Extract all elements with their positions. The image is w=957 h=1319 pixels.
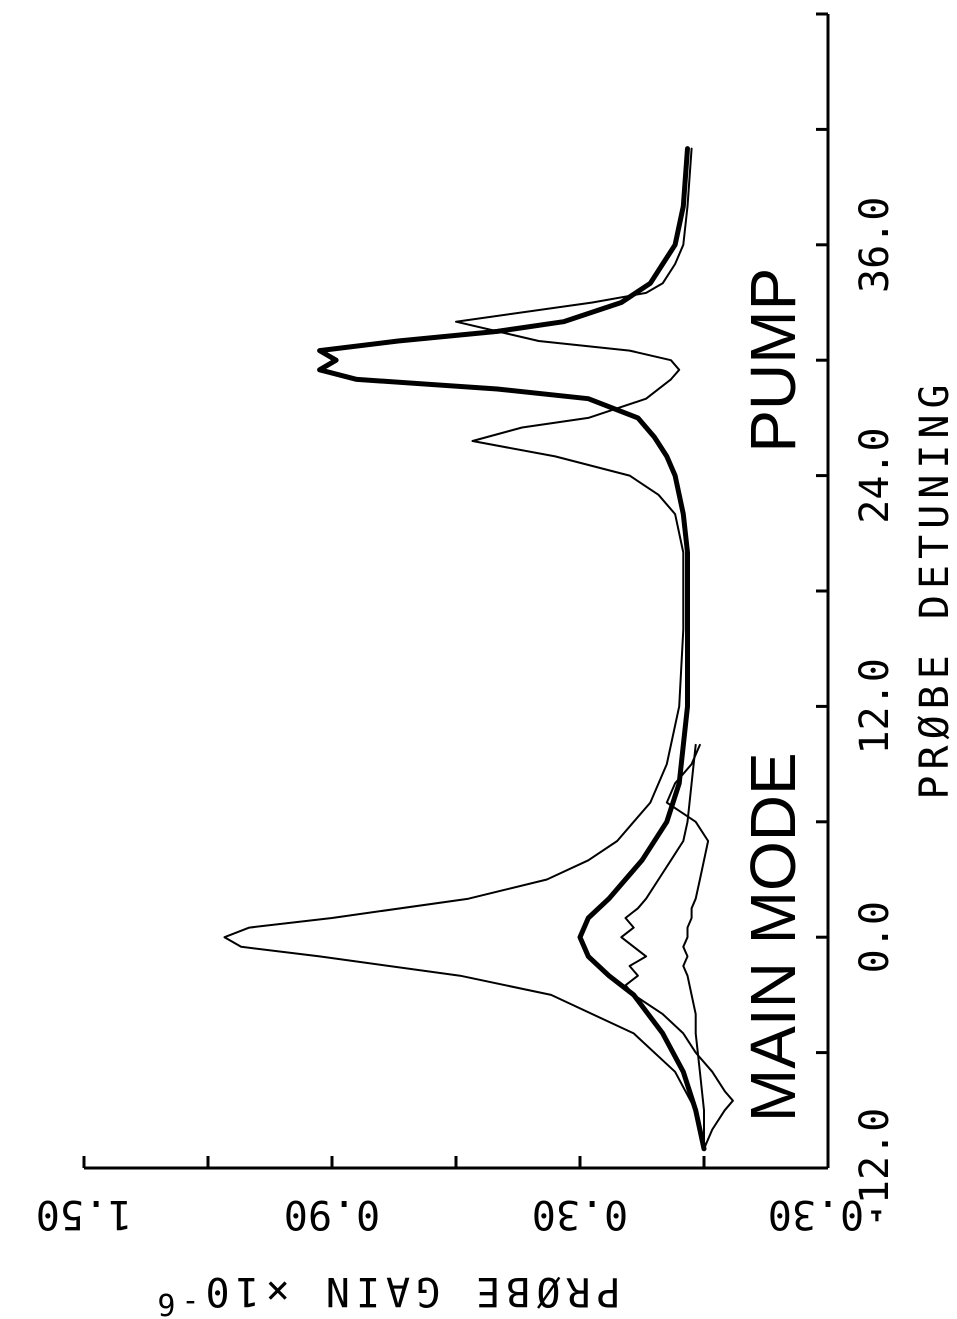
y-axis: -0.30 0.30 0.90 1.50 PRØBE GAIN ×10-6 [36, 1156, 888, 1319]
y-axis-title-main: PRØBE GAIN ×10 [199, 1268, 620, 1314]
x-axis: -12.0 0.0 12.0 24.0 36.0 PRØBE DETUNING [816, 12, 957, 1229]
annotations: MAIN MODE PUMP [737, 268, 809, 1122]
y-axis-title: PRØBE GAIN ×10-6 [151, 1268, 620, 1319]
annotation-2: PUMP [737, 268, 809, 453]
x-tick-label: 36.0 [852, 197, 898, 293]
x-tick-labels: -12.0 0.0 12.0 24.0 36.0 [852, 197, 898, 1229]
y-axis-title-exponent: -6 [151, 1286, 199, 1319]
x-tick-label: 24.0 [852, 427, 898, 523]
series-line-2 [317, 146, 707, 1152]
y-tick-label: -0.30 [768, 1191, 888, 1237]
y-tick-label: 0.30 [532, 1191, 628, 1237]
plot-series [223, 146, 734, 1152]
x-ticks [816, 12, 828, 1170]
y-tick-labels: -0.30 0.30 0.90 1.50 [36, 1191, 888, 1237]
x-axis-title: PRØBE DETUNING [912, 378, 957, 799]
series-line-3 [620, 743, 734, 1150]
series-line-1 [223, 147, 705, 1150]
y-ticks [82, 1156, 830, 1168]
y-tick-label: 1.50 [36, 1191, 132, 1237]
x-tick-label: 12.0 [852, 658, 898, 754]
x-tick-label: 0.0 [852, 901, 898, 973]
y-tick-label: 0.90 [284, 1191, 380, 1237]
x-tick-label: -12.0 [852, 1108, 898, 1228]
annotation-1: MAIN MODE [737, 752, 809, 1122]
series-line-4 [665, 743, 710, 1150]
